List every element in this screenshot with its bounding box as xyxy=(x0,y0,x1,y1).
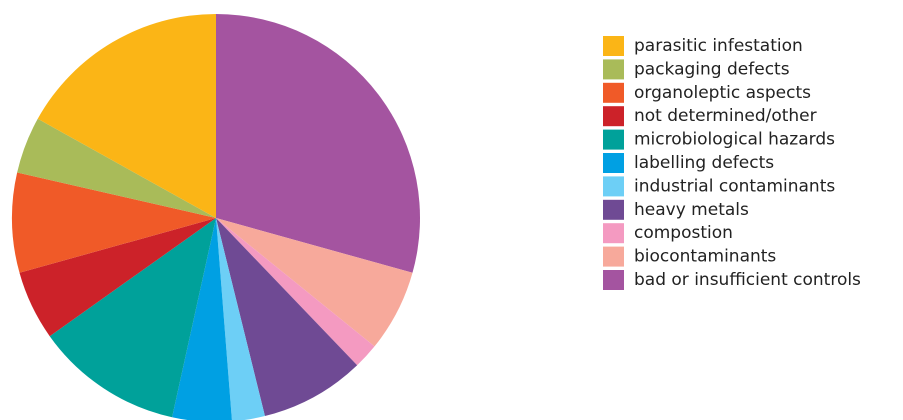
legend-swatch xyxy=(603,176,624,197)
pie-slice xyxy=(216,14,420,273)
legend-label: organoleptic aspects xyxy=(634,83,811,103)
pie-slice xyxy=(37,14,217,218)
pie-slice xyxy=(216,218,358,417)
pie-slice xyxy=(216,218,413,347)
legend-swatch xyxy=(603,246,624,267)
legend-label: biocontaminants xyxy=(634,247,776,267)
legend-swatch xyxy=(603,270,624,290)
legend-label: packaging defects xyxy=(634,59,790,79)
legend-swatch xyxy=(603,199,624,220)
legend-label: bad or insufficient controls xyxy=(634,270,861,290)
pie-slice xyxy=(19,218,217,337)
legend-label: microbiological hazards xyxy=(634,130,835,150)
pie-slice xyxy=(216,218,265,420)
legend-label: not determined/other xyxy=(634,106,817,126)
legend-label: compostion xyxy=(634,223,733,243)
pie-slice xyxy=(216,218,375,366)
legend-label: industrial contaminants xyxy=(634,176,835,196)
legend-swatch xyxy=(603,82,624,103)
legend-swatch xyxy=(603,129,624,150)
legend-label: heavy metals xyxy=(634,200,749,220)
legend-label: labelling defects xyxy=(634,153,774,173)
legend-swatch xyxy=(603,153,624,173)
pie-slice xyxy=(12,172,217,273)
legend-swatch xyxy=(603,106,624,127)
legend-swatch xyxy=(603,36,624,56)
pie-slice xyxy=(17,118,217,218)
legend-swatch xyxy=(603,59,624,80)
legend-swatch xyxy=(603,223,624,244)
pie-slice xyxy=(49,218,216,418)
pie-slice xyxy=(172,218,232,420)
legend-label: parasitic infestation xyxy=(634,36,803,56)
